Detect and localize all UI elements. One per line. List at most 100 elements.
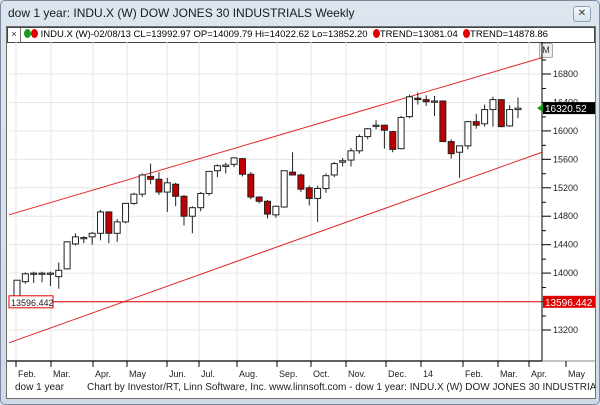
x-tick-label: Jul.	[201, 369, 215, 379]
candle-down	[389, 131, 397, 150]
candle-up	[314, 187, 322, 199]
candle-up	[63, 241, 71, 270]
candle-up	[30, 272, 38, 275]
candle-up	[481, 109, 489, 125]
up-dot-icon	[24, 29, 31, 38]
candle-down	[289, 171, 297, 176]
last-price-arrow-icon	[537, 104, 543, 113]
candle-down	[172, 183, 180, 197]
y-tick-label: 16000	[553, 126, 578, 136]
candle-up	[397, 116, 405, 150]
candle-up	[38, 272, 46, 275]
candle-up	[197, 192, 205, 209]
candle-up	[339, 160, 347, 163]
candle-up	[205, 170, 213, 194]
candle-up	[372, 124, 380, 127]
y-tick-label: 13200	[553, 325, 578, 335]
candle-up	[80, 237, 88, 240]
candle-up	[97, 211, 104, 234]
y-tick-label: 14400	[553, 240, 578, 250]
infobar-close-icon[interactable]: ×	[8, 28, 21, 42]
x-tick-label: Oct.	[313, 369, 330, 379]
hline-left-label: 13596.442	[11, 298, 54, 308]
trend-line	[8, 151, 543, 344]
candle-up	[230, 157, 238, 165]
trend1-value: TREND=13081.04	[379, 29, 458, 40]
candle-down	[414, 97, 422, 101]
hline-right-label: 13596.442	[545, 298, 593, 309]
candlestick-chart[interactable]: 1320013600140001440014800152001560016000…	[7, 27, 595, 379]
y-tick-label: 14000	[553, 268, 578, 278]
down-dot-icon	[31, 29, 38, 38]
candle-down	[305, 187, 313, 199]
candle-up	[489, 99, 497, 111]
candle-down	[439, 100, 447, 143]
candle-up	[464, 121, 472, 147]
symbol-info: INDU.X (W)-02/08/13 CL=13992.97 OP=14009…	[40, 29, 368, 40]
candle-down	[255, 196, 263, 202]
candle-down	[422, 99, 430, 103]
x-tick-label: Feb.	[465, 369, 483, 379]
footer-bar: dow 1 year Chart by Investor/RT, Linn So…	[7, 379, 595, 397]
candle-up	[431, 100, 438, 103]
y-tick-label: 16800	[553, 69, 578, 79]
candle-up	[213, 165, 221, 172]
info-bar: × INDU.X (W)-02/08/13 CL=13992.97 OP=140…	[7, 27, 595, 43]
candle-down	[380, 124, 388, 131]
title-bar[interactable]: dow 1 year: INDU.X (W) DOW JONES 30 INDU…	[1, 1, 599, 25]
hline-left-badge	[8, 295, 54, 309]
candle-up	[506, 109, 514, 127]
y-tick-label: 15600	[553, 154, 578, 164]
x-tick-label: Mar.	[53, 369, 71, 379]
candle-up	[330, 163, 338, 176]
candle-up	[88, 232, 96, 238]
footer-left: dow 1 year	[15, 382, 64, 393]
trend-dot-icon	[372, 29, 380, 38]
x-tick-label: Jun.	[169, 369, 186, 379]
candle-down	[238, 158, 246, 175]
hline-right-badge	[543, 295, 595, 308]
candle-down	[155, 178, 163, 193]
x-tick-label: Apr.	[531, 369, 547, 379]
trend2-value: TREND=14878.86	[470, 29, 548, 40]
candle-down	[147, 175, 155, 180]
window-title: dow 1 year: INDU.X (W) DOW JONES 30 INDU…	[8, 6, 355, 20]
x-tick-label: May	[129, 369, 147, 379]
candle-up	[71, 236, 79, 245]
candle-down	[297, 174, 305, 190]
y-tick-label: 14800	[553, 211, 578, 221]
trend-line	[8, 57, 543, 216]
x-tick-label: Nov.	[348, 369, 366, 379]
close-icon[interactable]: ✕	[573, 6, 591, 22]
x-tick-label: Aug.	[239, 369, 258, 379]
candle-up	[163, 182, 171, 193]
x-tick-label: Dec.	[388, 369, 407, 379]
x-tick-label: Sep.	[279, 369, 298, 379]
candle-up	[130, 193, 138, 204]
footer-credit: Chart by Investor/RT, Linn Software, Inc…	[87, 382, 595, 393]
candle-up	[46, 272, 54, 275]
candle-down	[447, 141, 455, 155]
candle-down	[247, 173, 255, 198]
candle-up	[364, 128, 372, 138]
candle-up	[405, 96, 413, 118]
candle-up	[514, 107, 522, 111]
candle-up	[188, 207, 196, 217]
trend-dot-icon	[463, 29, 471, 38]
last-price-badge	[543, 102, 595, 115]
candle-down	[472, 121, 480, 126]
x-tick-label: 14	[423, 369, 433, 379]
candle-down	[180, 195, 188, 217]
candle-up	[138, 174, 146, 195]
chart-panel: × INDU.X (W)-02/08/13 CL=13992.97 OP=140…	[6, 26, 596, 399]
x-tick-label: Apr.	[95, 369, 111, 379]
candle-down	[497, 99, 505, 128]
x-tick-label: May	[568, 369, 586, 379]
candle-down	[105, 211, 113, 234]
candle-up	[456, 145, 464, 153]
candle-down	[264, 200, 271, 215]
x-tick-label: Mar.	[500, 369, 518, 379]
last-price-label: 16320.52	[545, 104, 587, 115]
x-tick-label: Feb.	[18, 369, 36, 379]
